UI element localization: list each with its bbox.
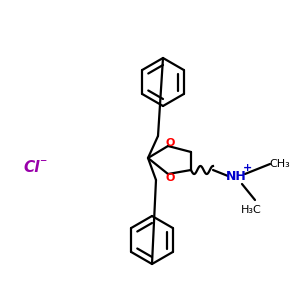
Text: CH₃: CH₃	[270, 159, 290, 169]
Text: O: O	[165, 138, 175, 148]
Text: ⁻: ⁻	[39, 156, 47, 170]
Text: Cl: Cl	[24, 160, 40, 175]
Text: H₃C: H₃C	[241, 205, 261, 215]
Text: +: +	[242, 163, 252, 173]
Text: O: O	[165, 173, 175, 183]
Text: NH: NH	[226, 169, 246, 182]
